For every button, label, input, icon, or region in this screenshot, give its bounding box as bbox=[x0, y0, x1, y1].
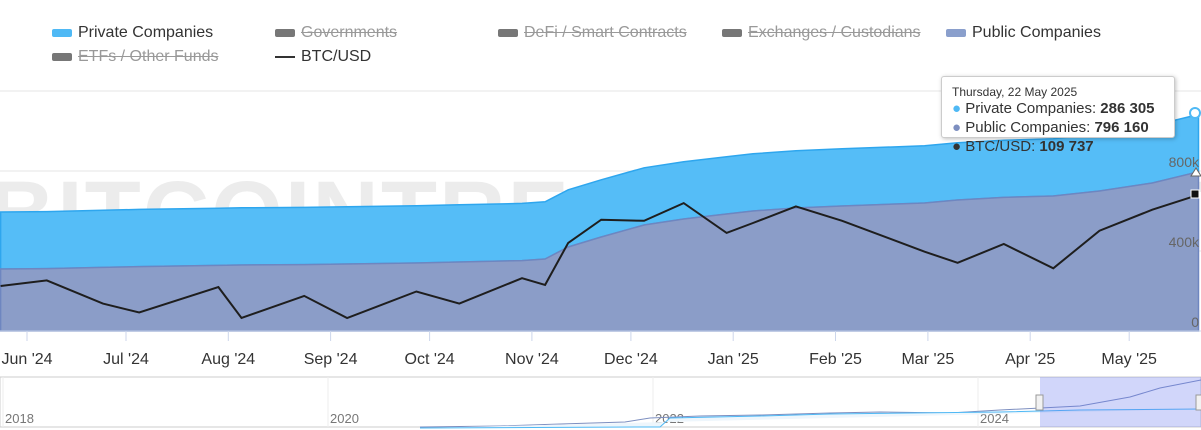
legend-area-icon bbox=[946, 29, 966, 37]
navigator-private-line bbox=[419, 408, 1201, 429]
legend-line-icon bbox=[275, 56, 295, 58]
x-tick-label: Oct '24 bbox=[405, 351, 455, 368]
x-tick-label: Jan '25 bbox=[708, 351, 759, 368]
legend-label: DeFi / Smart Contracts bbox=[524, 24, 687, 41]
legend-area-icon bbox=[722, 29, 742, 37]
navigator-tick-label: 2018 bbox=[5, 411, 34, 426]
x-tick-label: Mar '25 bbox=[901, 351, 954, 368]
legend-label: Private Companies bbox=[78, 24, 214, 41]
tooltip-label: BTC/USD: bbox=[965, 138, 1040, 155]
tooltip-row-private: ● Private Companies: 286 305 bbox=[952, 100, 1155, 117]
navigator-tick-label: 2024 bbox=[980, 411, 1009, 426]
x-tick-label: Sep '24 bbox=[304, 351, 358, 368]
legend-defi[interactable]: DeFi / Smart Contracts bbox=[498, 24, 687, 42]
legend-private-companies[interactable]: Private Companies bbox=[52, 24, 213, 42]
tooltip-row-btc: ● BTC/USD: 109 737 bbox=[952, 138, 1094, 155]
tooltip: Thursday, 22 May 2025 ● Private Companie… bbox=[941, 76, 1175, 155]
legend-exchanges[interactable]: Exchanges / Custodians bbox=[722, 24, 921, 42]
x-tick-label: Feb '25 bbox=[809, 351, 862, 368]
y-tick-label: 0 bbox=[1191, 314, 1199, 330]
legend-btc-usd[interactable]: BTC/USD bbox=[275, 48, 371, 66]
tooltip-value: 286 305 bbox=[1100, 100, 1155, 117]
legend-area-icon bbox=[52, 53, 72, 61]
navigator-handle-left[interactable] bbox=[1035, 394, 1044, 411]
legend-etfs[interactable]: ETFs / Other Funds bbox=[52, 48, 218, 66]
tooltip-value: 109 737 bbox=[1039, 138, 1094, 155]
legend-area-icon bbox=[498, 29, 518, 37]
x-tick-label: Dec '24 bbox=[604, 351, 658, 368]
x-tick-label: Aug '24 bbox=[201, 351, 255, 368]
hover-marker-btc bbox=[1190, 189, 1200, 199]
x-tick-label: May '25 bbox=[1101, 351, 1157, 368]
navigator-public-line bbox=[419, 379, 1201, 428]
legend-area-icon bbox=[52, 29, 72, 37]
tooltip-value: 796 160 bbox=[1094, 119, 1149, 136]
tooltip-row-public: ● Public Companies: 796 160 bbox=[952, 119, 1149, 136]
y-tick-label: 400k bbox=[1169, 234, 1200, 250]
tooltip-date: Thursday, 22 May 2025 bbox=[952, 85, 1078, 99]
hover-marker-public bbox=[1190, 167, 1201, 177]
legend-governments[interactable]: Governments bbox=[275, 24, 397, 42]
x-tick-label: Nov '24 bbox=[505, 351, 559, 368]
legend-label: BTC/USD bbox=[301, 48, 372, 65]
navigator[interactable] bbox=[0, 376, 1201, 428]
tooltip-label: Private Companies: bbox=[965, 100, 1101, 117]
tooltip-label: Public Companies: bbox=[965, 119, 1095, 136]
y-tick-label: 800k bbox=[1169, 154, 1200, 170]
navigator-selection[interactable] bbox=[1040, 377, 1201, 427]
legend-label: Exchanges / Custodians bbox=[748, 24, 921, 41]
hover-marker-private bbox=[1189, 107, 1201, 119]
legend-label: ETFs / Other Funds bbox=[78, 48, 219, 65]
navigator-tick-label: 2020 bbox=[330, 411, 359, 426]
navigator-handle-right[interactable] bbox=[1195, 394, 1201, 411]
series-public-companies[interactable] bbox=[0, 170, 1200, 332]
legend-label: Governments bbox=[301, 24, 398, 41]
legend-label: Public Companies bbox=[972, 24, 1101, 41]
series-btc-usd[interactable] bbox=[0, 193, 1199, 320]
legend-area-icon bbox=[275, 29, 295, 37]
legend-public-companies[interactable]: Public Companies bbox=[946, 24, 1101, 42]
x-tick-label: Apr '25 bbox=[1005, 351, 1055, 368]
x-tick-label: Jun '24 bbox=[1, 351, 52, 368]
x-tick-label: Jul '24 bbox=[103, 351, 149, 368]
